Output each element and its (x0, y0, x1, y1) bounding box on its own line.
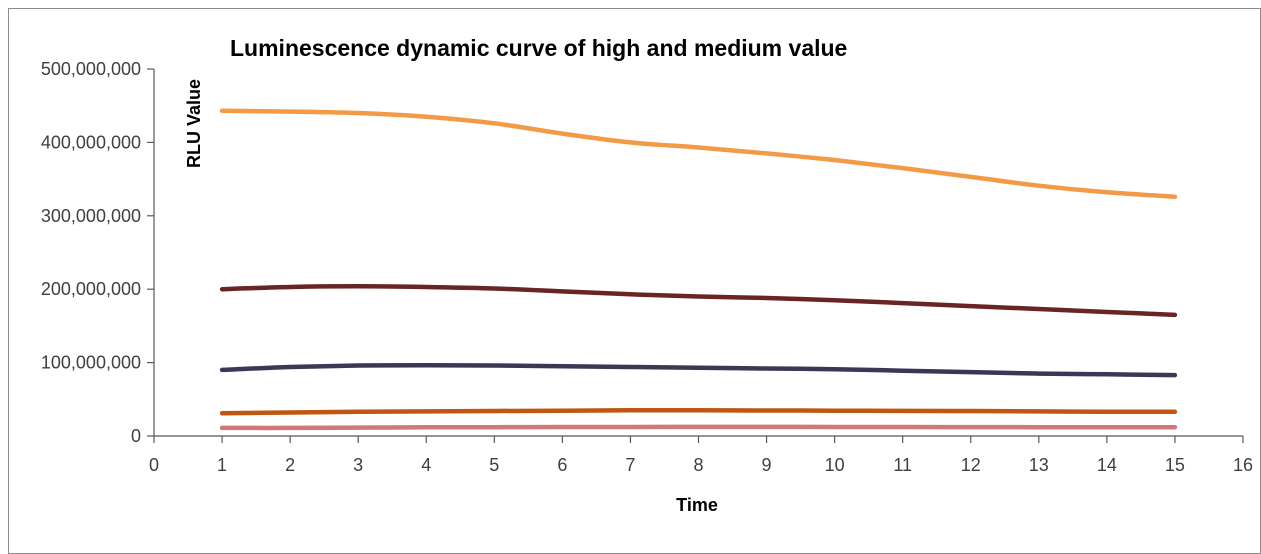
x-tick-label: 6 (557, 455, 567, 475)
series-line-3 (219, 362, 1178, 378)
series-line-5 (219, 424, 1178, 431)
x-tick-label: 7 (625, 455, 635, 475)
x-tick-label: 14 (1097, 455, 1117, 475)
x-tick-label: 8 (693, 455, 703, 475)
x-tick-label: 2 (285, 455, 295, 475)
x-tick-label: 5 (489, 455, 499, 475)
y-tick-label: 0 (131, 426, 141, 446)
x-tick-label: 9 (762, 455, 772, 475)
series-line-4 (219, 408, 1178, 416)
x-tick-label: 13 (1029, 455, 1049, 475)
x-axis-title: Time (676, 495, 718, 515)
x-tick-label: 3 (353, 455, 363, 475)
series-line-2 (219, 284, 1178, 318)
chart-title: Luminescence dynamic curve of high and m… (230, 35, 847, 61)
axes: 0 100,000,000 200,000,000 300,000,000 400,00… (41, 59, 1253, 475)
x-tick-label: 12 (961, 455, 981, 475)
y-tick-label: 200,000,000 (41, 279, 141, 299)
y-tick-label: 300,000,000 (41, 206, 141, 226)
x-tick-label: 11 (893, 455, 912, 475)
x-tick-label: 10 (825, 455, 845, 475)
chart-frame (8, 8, 1261, 554)
series-line-1 (219, 108, 1178, 199)
x-tick-label: 1 (217, 455, 227, 475)
x-tick-label: 0 (149, 455, 159, 475)
y-tick-label: 400,000,000 (41, 132, 141, 152)
x-tick-label: 16 (1233, 455, 1253, 475)
y-tick-label: 500,000,000 (41, 59, 141, 79)
series-layer (219, 108, 1178, 431)
x-tick-label: 15 (1165, 455, 1185, 475)
y-tick-label: 100,000,000 (41, 353, 141, 373)
y-axis-title: RLU Value (184, 79, 204, 168)
x-tick-label: 4 (421, 455, 431, 475)
